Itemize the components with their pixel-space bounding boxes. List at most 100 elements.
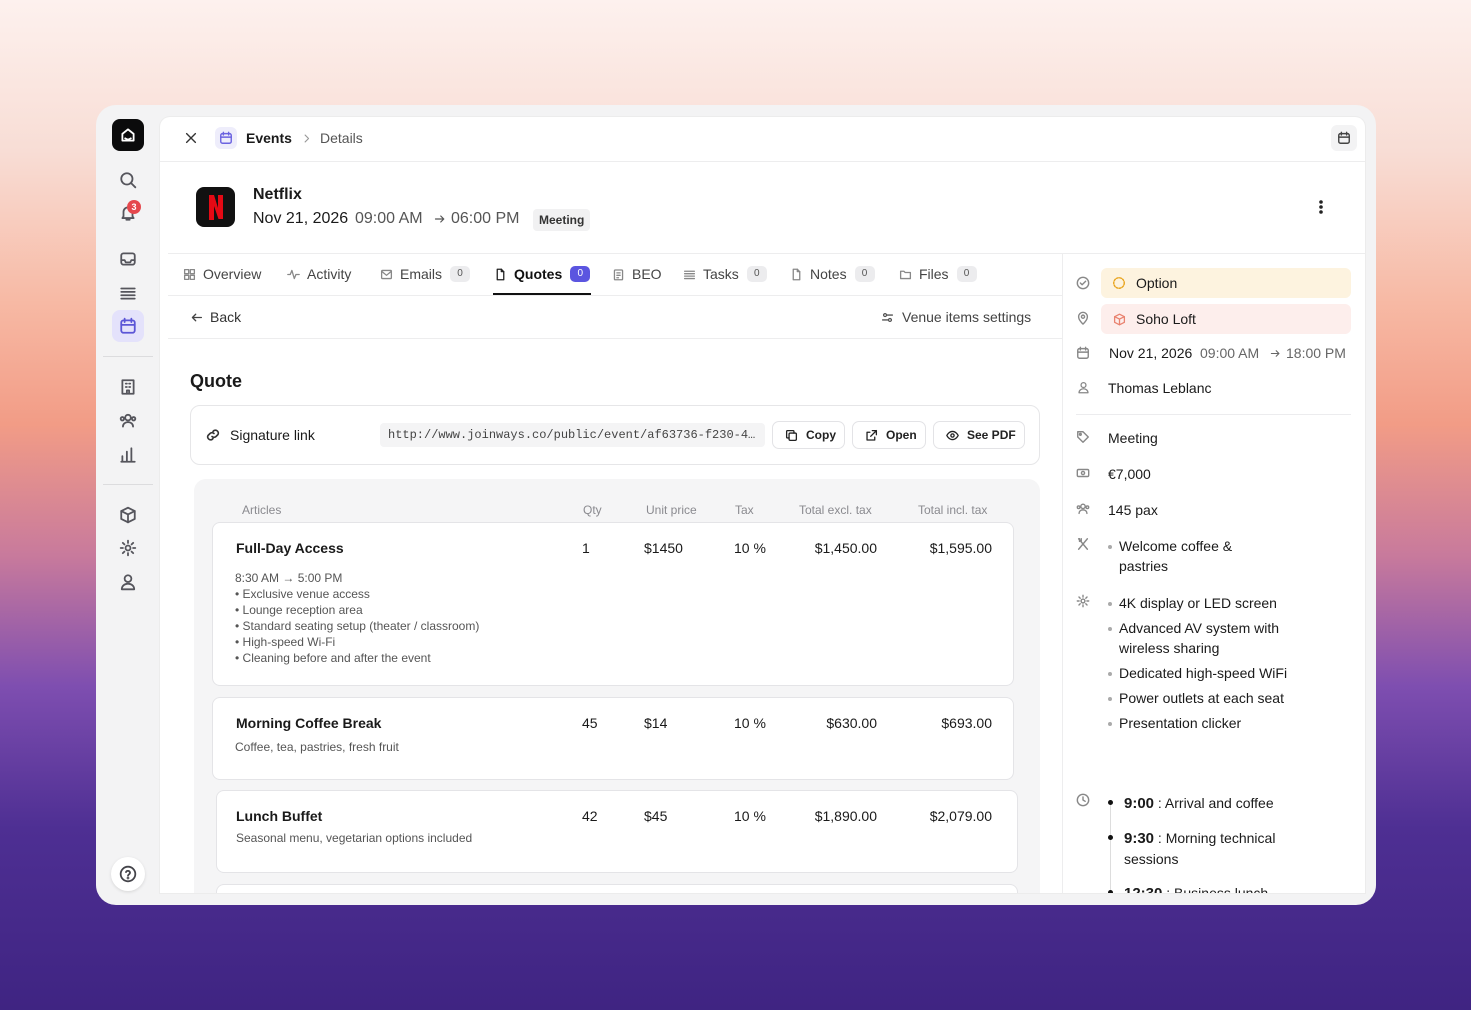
- nav-clients[interactable]: [119, 412, 137, 430]
- tab-label[interactable]: Overview: [203, 266, 262, 282]
- tab-label[interactable]: Activity: [307, 266, 352, 282]
- equipment-item: Advanced AV system with wireless sharing: [1119, 620, 1280, 656]
- pax-icon: [1076, 503, 1090, 515]
- schedule-item: 9:30 : Morning technical sessions: [1124, 828, 1294, 869]
- status-pill: [1101, 268, 1351, 298]
- nav-search[interactable]: [119, 171, 137, 189]
- action-label[interactable]: Open: [886, 428, 917, 442]
- nav-events-active[interactable]: [112, 310, 144, 342]
- nav-products[interactable]: [119, 506, 137, 524]
- item-qty: 1: [582, 540, 590, 556]
- action-button[interactable]: [852, 421, 926, 449]
- equipment-item: 4K display or LED screen: [1119, 595, 1277, 611]
- help-icon[interactable]: [119, 865, 137, 883]
- tab-icon[interactable]: [683, 268, 696, 281]
- bullet: [1108, 627, 1112, 631]
- app-logo[interactable]: [112, 119, 144, 151]
- action-icon[interactable]: [865, 429, 878, 442]
- tab-icon[interactable]: [899, 268, 912, 281]
- schedule-icon: [1076, 793, 1090, 807]
- nav-inbox[interactable]: [119, 250, 137, 268]
- divider: [160, 161, 1365, 162]
- tab-label[interactable]: Files: [919, 266, 949, 282]
- column-header: Articles: [242, 503, 282, 517]
- back-icon[interactable]: [190, 311, 203, 324]
- tab-count: 0: [956, 266, 977, 282]
- item-detail: • High-speed Wi-Fi: [235, 635, 336, 649]
- budget-icon: [1076, 468, 1090, 478]
- help-button[interactable]: [111, 857, 145, 891]
- item-detail: Seasonal menu, vegetarian options includ…: [236, 831, 473, 845]
- nav-venues[interactable]: [119, 378, 137, 396]
- item-tax: 10 %: [734, 540, 766, 556]
- nav-settings[interactable]: [119, 539, 137, 557]
- item-unit-price: $14: [644, 715, 668, 731]
- schedule-time: 12:30: [1124, 885, 1162, 893]
- tab-label[interactable]: Quotes: [514, 266, 563, 282]
- tab-icon[interactable]: [286, 268, 300, 281]
- action-icon[interactable]: [785, 429, 798, 442]
- calendar-button-icon[interactable]: [1337, 131, 1351, 145]
- tab-icon[interactable]: [790, 268, 803, 281]
- nav-profile[interactable]: [119, 573, 137, 591]
- close-button[interactable]: [184, 131, 198, 145]
- tab-icon[interactable]: [612, 268, 625, 281]
- equipment-icon: [1076, 594, 1090, 608]
- item-detail: • Standard seating setup (theater / clas…: [235, 619, 480, 633]
- action-label[interactable]: Copy: [806, 428, 836, 442]
- item-tax: 10 %: [734, 715, 766, 731]
- tab-label[interactable]: BEO: [632, 266, 662, 282]
- action-icon[interactable]: [945, 429, 959, 442]
- column-header: Tax: [735, 503, 754, 517]
- bullet: [1108, 697, 1112, 701]
- action-button[interactable]: [772, 421, 845, 449]
- link-icon: [206, 429, 220, 441]
- breadcrumb-chevron: [304, 134, 309, 142]
- event-time-end: 06:00 PM: [451, 210, 520, 227]
- back-button[interactable]: Back: [210, 309, 242, 325]
- item-qty: 45: [582, 715, 598, 731]
- breadcrumb-section[interactable]: Events: [246, 130, 292, 146]
- tab-count: 0: [854, 266, 875, 282]
- nav-events[interactable]: [119, 317, 137, 335]
- budget: €7,000: [1108, 466, 1151, 482]
- venue-settings-button[interactable]: Venue items settings: [902, 309, 1032, 325]
- event-date: Nov 21, 2026: [253, 210, 349, 227]
- more-menu[interactable]: [1313, 199, 1329, 215]
- item-total-incl: $693.00: [941, 715, 992, 731]
- tab-icon[interactable]: [494, 268, 507, 281]
- date: Nov 21, 2026: [1109, 345, 1193, 361]
- schedule-time: 9:00: [1124, 795, 1155, 812]
- main-panel: Events Details Netflix Nov 21, 2026 09:00 AM…: [160, 117, 1365, 893]
- venue: Soho Loft: [1136, 311, 1196, 327]
- action-button[interactable]: [933, 421, 1025, 449]
- tab-label[interactable]: Emails: [400, 266, 443, 282]
- tab-icon[interactable]: [183, 268, 196, 281]
- item-qty: 42: [582, 808, 598, 824]
- tab-count: 0: [450, 266, 471, 282]
- nav-list[interactable]: [119, 284, 137, 302]
- status-dot: [1113, 277, 1125, 289]
- item-detail: 8:30 AM → 5:00 PM: [235, 571, 343, 585]
- owner-icon: [1077, 381, 1089, 393]
- netflix-mark: [209, 195, 223, 220]
- action-label[interactable]: See PDF: [967, 428, 1016, 442]
- column-header: Unit price: [646, 503, 697, 517]
- signature-card: [190, 405, 1040, 465]
- schedule-item: 9:00 : Arrival and coffee: [1124, 793, 1294, 814]
- venue-dot: [1113, 313, 1125, 325]
- bullet: [1108, 545, 1112, 549]
- breadcrumb-page: Details: [320, 130, 363, 146]
- item-total-excl: $630.00: [826, 715, 877, 731]
- timeline-dot: [1108, 800, 1113, 805]
- calendar-button[interactable]: [1331, 125, 1357, 151]
- bullet: [1108, 672, 1112, 676]
- owner: Thomas Leblanc: [1108, 380, 1212, 396]
- events-icon-box: [215, 127, 237, 149]
- tab-label[interactable]: Tasks: [703, 266, 739, 282]
- timeline: [1110, 805, 1111, 893]
- tab-label[interactable]: Notes: [810, 266, 847, 282]
- settings-icon[interactable]: [881, 311, 894, 324]
- nav-reports[interactable]: [119, 446, 137, 464]
- tab-icon[interactable]: [380, 268, 393, 281]
